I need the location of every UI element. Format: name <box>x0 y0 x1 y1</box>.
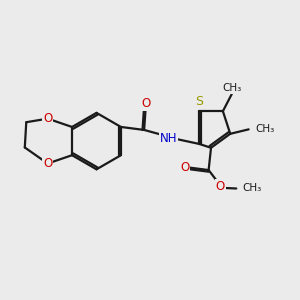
Text: NH: NH <box>160 132 177 146</box>
Text: O: O <box>141 97 150 110</box>
Text: O: O <box>216 180 225 193</box>
Text: CH₃: CH₃ <box>243 184 262 194</box>
Text: O: O <box>180 161 190 174</box>
Text: S: S <box>195 95 203 108</box>
Text: O: O <box>43 112 52 125</box>
Text: CH₃: CH₃ <box>222 83 242 93</box>
Text: O: O <box>43 157 52 170</box>
Text: CH₃: CH₃ <box>255 124 274 134</box>
